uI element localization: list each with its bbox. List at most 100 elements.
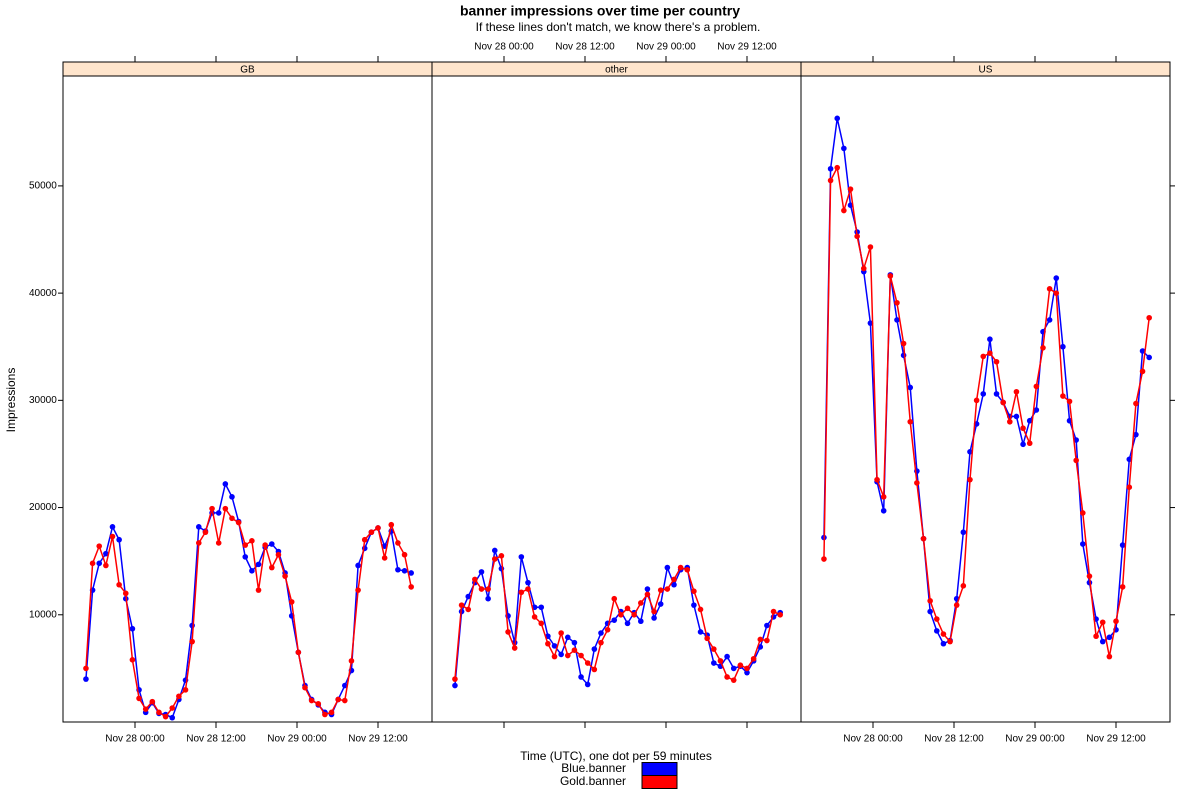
data-point [1139,348,1146,354]
strip-label: GB [240,65,255,76]
data-point [322,711,328,718]
data-point [730,665,737,672]
data-point [255,587,262,593]
data-point [1106,653,1113,660]
data-point [478,586,485,592]
data-point [1080,510,1086,516]
data-point [651,608,657,615]
data-point [169,714,176,721]
x-tick-label: Nov 28 12:00 [555,42,615,53]
data-point [571,639,578,646]
data-point [584,681,591,688]
data-point [116,536,122,543]
x-tick-label: Nov 29 00:00 [267,734,327,745]
data-point [538,604,545,611]
data-point [491,547,498,554]
data-point [933,628,940,634]
data-point [651,615,657,621]
data-point [551,653,558,660]
data-point [288,599,295,605]
data-point [894,299,900,306]
data-point [96,543,103,549]
data-point [531,614,538,620]
data-point [1086,573,1093,579]
x-tick-label: Nov 29 12:00 [1086,734,1146,745]
data-point [564,634,571,641]
data-point [401,551,408,558]
data-point [109,524,116,530]
data-point [149,698,156,705]
data-point [262,542,268,548]
data-point [156,709,162,716]
data-point [342,682,348,689]
data-point [1093,633,1099,640]
data-point [558,630,564,636]
data-point [744,665,750,672]
data-point [973,397,980,404]
strip-label: US [979,65,993,76]
data-point [1053,275,1060,281]
data-point [730,677,737,683]
data-point [987,336,993,343]
data-point [229,515,235,522]
data-point [395,540,401,546]
data-point [525,586,531,592]
data-point [907,384,914,391]
data-point [302,684,308,691]
y-tick-label: 30000 [29,395,57,406]
data-point [744,669,750,676]
data-point [900,352,907,359]
data-point [764,637,770,644]
data-point [1066,398,1073,405]
data-point [478,569,485,575]
data-point [638,618,644,625]
data-point [611,595,618,602]
series-line [85,481,412,719]
data-point [927,598,933,604]
data-point [408,570,414,576]
data-point [465,606,472,613]
data-point [591,666,598,673]
data-point [940,640,947,647]
data-point [571,647,578,653]
data-point [1013,388,1020,395]
data-point [1040,345,1046,351]
data-point [1020,441,1026,448]
data-point [368,529,375,536]
data-point [458,602,465,608]
data-point [711,660,717,666]
data-point [202,529,209,536]
data-point [1119,542,1126,548]
data-point [927,608,933,615]
data-point [315,700,322,707]
data-point [900,340,907,347]
data-point [1146,314,1152,321]
data-point [518,554,525,560]
y-tick-label: 50000 [29,181,57,192]
data-point [388,521,395,528]
data-point [591,646,598,652]
data-point [993,358,1000,365]
data-point [657,587,664,593]
data-point [381,555,388,561]
data-point [395,566,401,573]
data-point [176,693,182,700]
data-point [249,537,255,544]
data-point [129,625,136,632]
data-point [485,595,491,602]
x-tick-label: Nov 28 00:00 [105,734,165,745]
data-point [584,660,591,666]
data-point [578,674,584,680]
data-point [1046,286,1053,292]
data-point [697,629,704,635]
data-point [841,207,847,214]
data-point [1020,425,1026,432]
data-point [854,233,860,240]
data-point [704,635,710,642]
data-point [103,550,109,557]
data-point [841,145,847,152]
data-point [947,638,953,645]
data-point [103,562,109,569]
data-point [215,510,222,516]
